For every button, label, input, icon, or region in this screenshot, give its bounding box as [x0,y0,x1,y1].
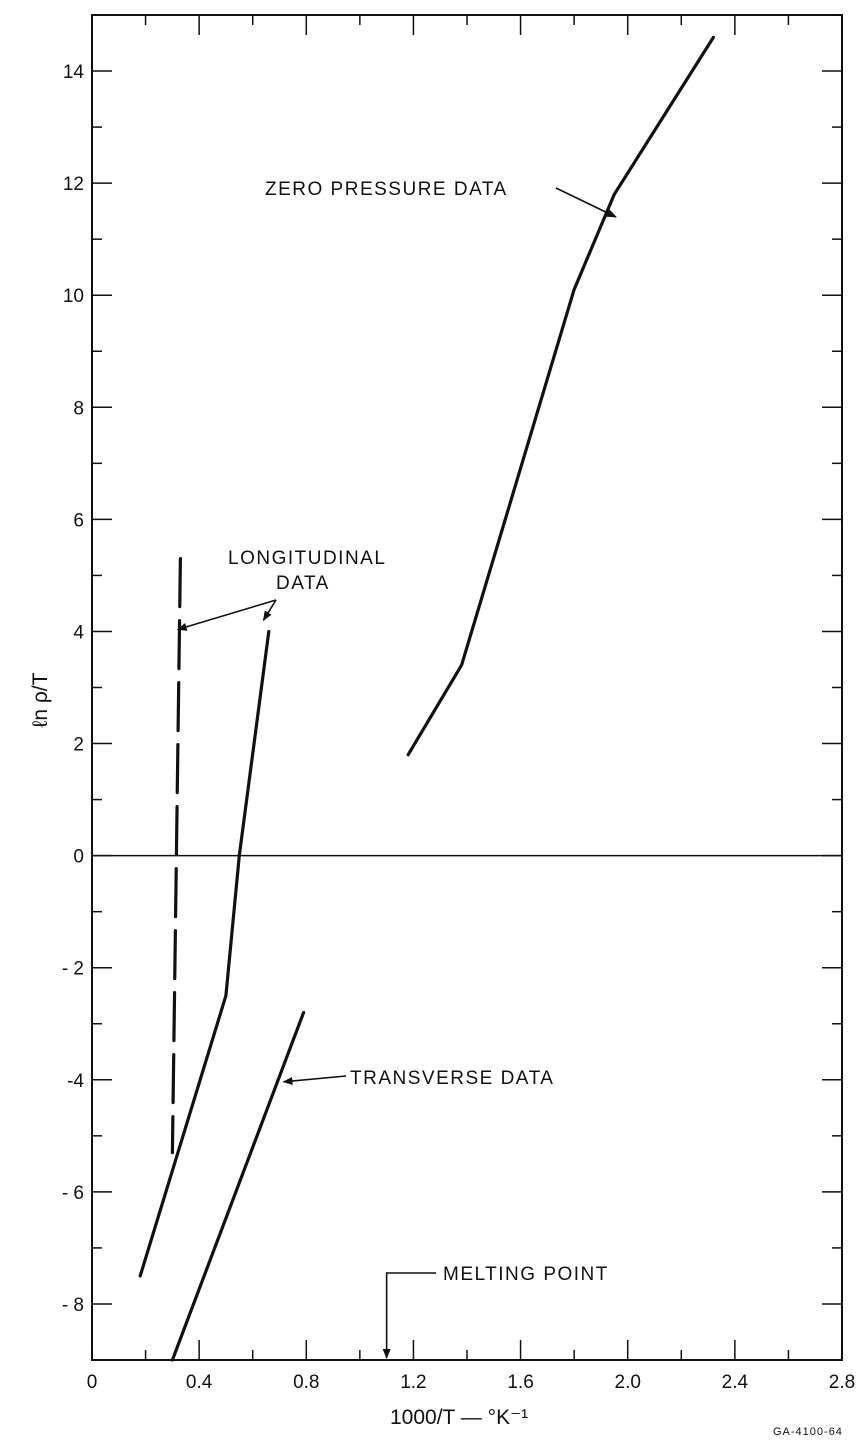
figure-id: GA-4100-64 [773,1426,843,1438]
annotation-longitudinal: LONGITUDINAL [228,548,386,569]
x-tick-label: 2.0 [615,1372,641,1393]
annotation-transverse-data: TRANSVERSE DATA [350,1068,554,1089]
y-tick-label: -4 [67,1071,84,1092]
x-tick-label: 0.8 [293,1372,319,1393]
x-tick-labels: 0 0.4 0.8 1.2 1.6 2.0 2.4 2.8 [87,1372,856,1393]
arrow-transverse [282,1075,347,1085]
y-tick-label: - 8 [62,1295,84,1316]
y-tick-label: 4 [73,622,84,643]
arrow-melting-point [382,1272,436,1359]
plot-frame [91,14,843,1361]
series-transverse [170,1010,306,1362]
arrow-zero-pressure [555,187,617,218]
series-group [138,35,716,1362]
arrow-longitudinal-right [262,599,277,622]
y-tick-label: 2 [73,735,84,756]
x-tick-label: 1.2 [400,1372,426,1393]
y-tick-label: 12 [63,174,84,195]
y-tick-label: 0 [73,847,84,868]
series-zero-pressure [406,35,716,757]
arrow-longitudinal-left [176,599,277,631]
annotation-zero-pressure-data: ZERO PRESSURE DATA [265,179,508,200]
annotation-longitudinal-data: DATA [276,573,330,594]
y-tick-label: 10 [63,286,84,307]
x-axis-label: 1000/T — °K⁻¹ [390,1406,528,1429]
y-tick-label: - 2 [62,959,84,980]
y-tick-label: 14 [63,62,85,83]
x-tick-label: 0.4 [186,1372,213,1393]
y-tick-label: - 6 [62,1183,84,1204]
annotation-arrows [176,187,617,1359]
x-tick-label: 0 [87,1372,98,1393]
series-longitudinal-dashed [170,556,182,1155]
y-tick-label: 8 [73,398,84,419]
axes [91,14,843,1361]
x-tick-label: 1.6 [507,1372,533,1393]
ticks [91,14,843,1361]
y-tick-label: 6 [73,510,84,531]
y-tick-labels: 14 12 10 8 6 4 2 0 - 2 -4 - 6 - 8 [62,62,85,1316]
y-axis-label: ℓn ρ/T [29,672,52,727]
series-longitudinal-solid [138,629,271,1278]
x-tick-label: 2.8 [829,1372,855,1393]
annotation-melting-point: MELTING POINT [443,1264,609,1285]
x-tick-label: 2.4 [722,1372,749,1393]
